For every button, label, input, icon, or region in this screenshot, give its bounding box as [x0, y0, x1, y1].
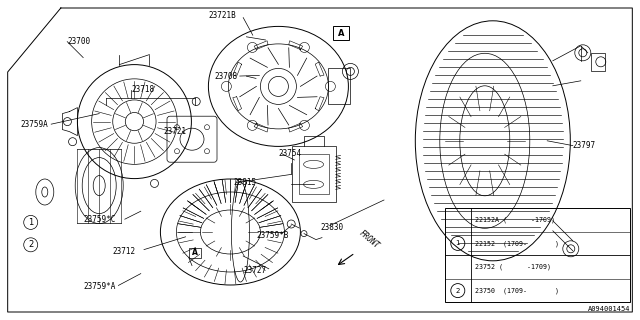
Bar — [445, 208, 630, 302]
Text: 2: 2 — [456, 288, 460, 294]
Bar — [591, 53, 605, 71]
Text: 23759*C: 23759*C — [83, 215, 116, 224]
Text: 23708: 23708 — [214, 72, 237, 81]
Text: 1: 1 — [456, 240, 460, 246]
Text: 22152  (1709-       ): 22152 (1709- ) — [475, 240, 559, 247]
Text: 1: 1 — [28, 218, 33, 227]
Text: A: A — [192, 248, 198, 257]
Text: 22152A (      -1709): 22152A ( -1709) — [475, 217, 555, 223]
Bar — [328, 68, 351, 104]
Text: 23797: 23797 — [573, 141, 596, 150]
Text: 23759A: 23759A — [20, 120, 48, 129]
Text: 23815: 23815 — [234, 178, 257, 187]
Text: 23721B: 23721B — [208, 12, 236, 20]
Text: 23727: 23727 — [243, 266, 266, 275]
Text: 23718: 23718 — [131, 85, 154, 94]
Text: 23712: 23712 — [112, 247, 135, 256]
Text: 23750  (1709-       ): 23750 (1709- ) — [475, 287, 559, 294]
Text: A: A — [337, 28, 344, 37]
Text: 23752 (      -1709): 23752 ( -1709) — [475, 264, 551, 270]
Bar — [299, 155, 328, 194]
Text: 23830: 23830 — [320, 223, 343, 232]
Text: 23721: 23721 — [163, 127, 186, 136]
Bar — [333, 26, 349, 40]
Text: 23700: 23700 — [67, 37, 90, 46]
Text: 23754: 23754 — [278, 149, 301, 158]
Bar — [189, 248, 201, 258]
Text: 2: 2 — [28, 240, 33, 249]
Text: 23759*A: 23759*A — [83, 282, 116, 291]
Text: 23759*B: 23759*B — [256, 231, 289, 240]
Text: A094001454: A094001454 — [588, 306, 630, 312]
Text: FRONT: FRONT — [357, 229, 381, 251]
